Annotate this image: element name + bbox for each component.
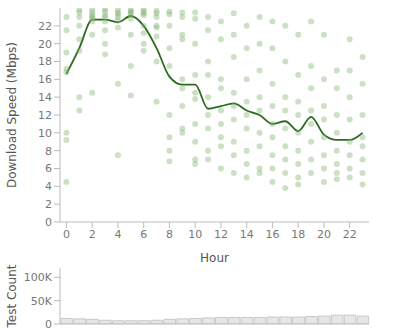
svg-text:0: 0 <box>45 318 52 330</box>
svg-text:14: 14 <box>38 91 52 104</box>
svg-text:4: 4 <box>114 228 121 241</box>
svg-text:12: 12 <box>214 228 228 241</box>
svg-text:4: 4 <box>45 180 52 193</box>
svg-text:2: 2 <box>45 198 52 211</box>
svg-text:22: 22 <box>38 20 52 33</box>
svg-text:12: 12 <box>38 109 52 122</box>
svg-text:50K: 50K <box>31 295 53 308</box>
svg-text:Test Count: Test Count <box>8 264 19 328</box>
svg-text:18: 18 <box>291 228 305 241</box>
svg-text:8: 8 <box>45 145 52 158</box>
svg-text:20: 20 <box>317 228 331 241</box>
svg-text:6: 6 <box>45 162 52 175</box>
svg-text:Download Speed (Mbps): Download Speed (Mbps) <box>8 42 19 188</box>
svg-text:10: 10 <box>38 127 52 140</box>
svg-text:20: 20 <box>38 38 52 51</box>
svg-text:14: 14 <box>240 228 254 241</box>
svg-text:0: 0 <box>63 228 70 241</box>
svg-text:22: 22 <box>343 228 357 241</box>
svg-text:18: 18 <box>38 55 52 68</box>
svg-text:16: 16 <box>38 73 52 86</box>
svg-text:16: 16 <box>265 228 279 241</box>
svg-text:100K: 100K <box>24 271 53 284</box>
svg-text:Hour: Hour <box>200 251 229 262</box>
svg-text:0: 0 <box>45 216 52 229</box>
svg-text:2: 2 <box>89 228 96 241</box>
svg-text:10: 10 <box>188 228 202 241</box>
svg-text:6: 6 <box>140 228 147 241</box>
svg-text:8: 8 <box>166 228 173 241</box>
